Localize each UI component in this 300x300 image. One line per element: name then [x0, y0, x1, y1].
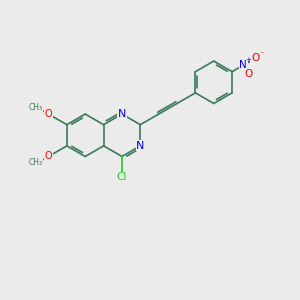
- Text: +: +: [245, 57, 251, 63]
- Text: ⁻: ⁻: [259, 50, 264, 58]
- Text: N: N: [118, 109, 126, 119]
- Text: N: N: [239, 60, 247, 70]
- Text: Cl: Cl: [117, 172, 127, 182]
- Text: O: O: [244, 70, 253, 80]
- Text: O: O: [45, 109, 52, 119]
- Text: CH₃: CH₃: [29, 158, 43, 167]
- Text: N: N: [136, 141, 145, 151]
- Text: O: O: [251, 53, 259, 63]
- Text: O: O: [45, 152, 52, 161]
- Text: CH₃: CH₃: [29, 103, 43, 112]
